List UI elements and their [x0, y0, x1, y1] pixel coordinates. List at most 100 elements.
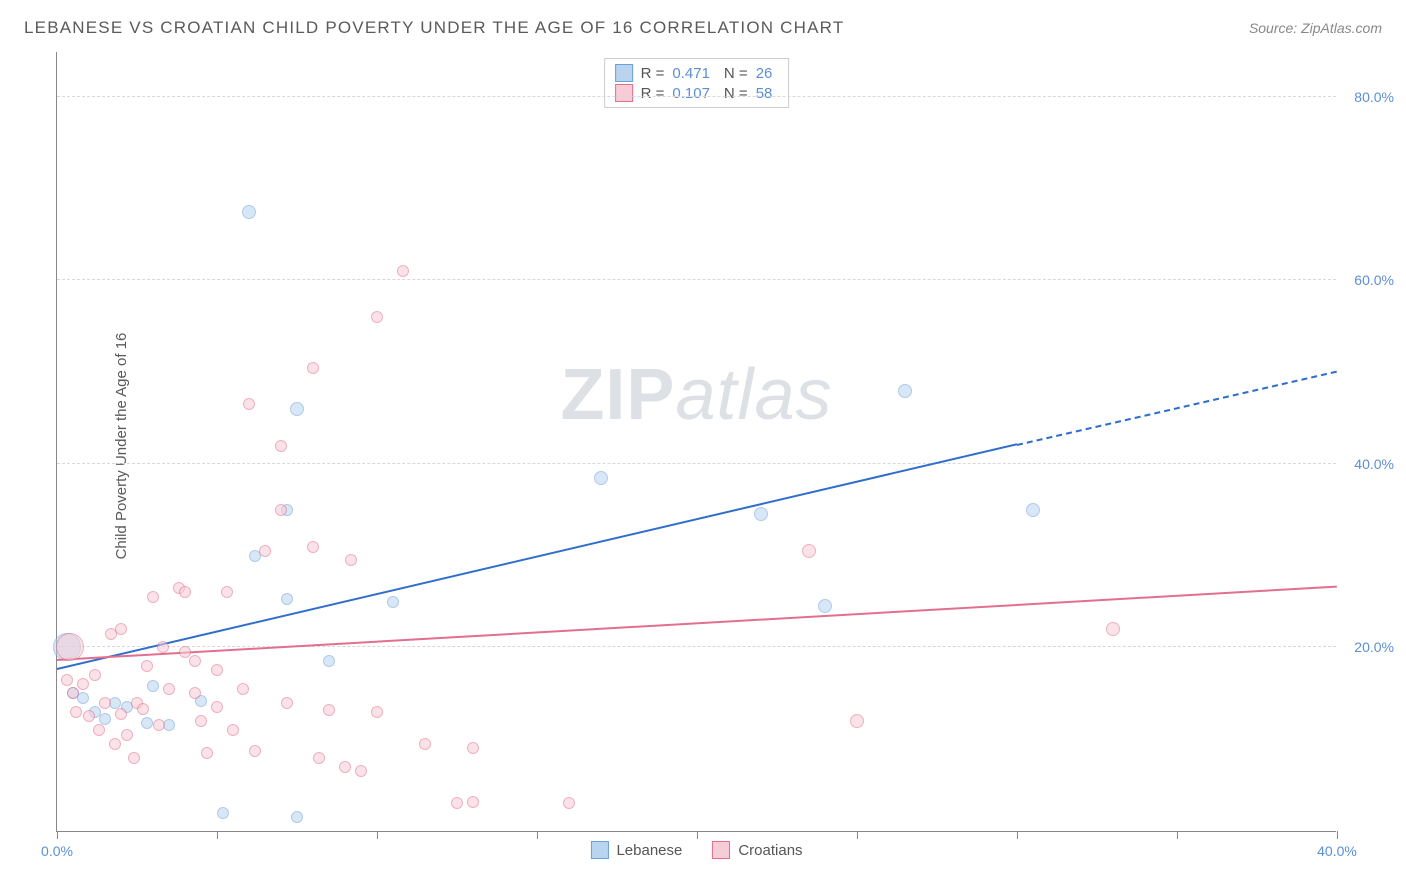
- stat-n-label: N =: [724, 65, 748, 82]
- data-point: [195, 715, 207, 727]
- data-point: [281, 593, 293, 605]
- data-point: [227, 724, 239, 736]
- y-tick-label: 60.0%: [1354, 272, 1394, 288]
- data-point: [323, 655, 335, 667]
- legend-item: Lebanese: [590, 841, 682, 859]
- y-tick-label: 40.0%: [1354, 456, 1394, 472]
- data-point: [1026, 503, 1040, 517]
- stat-n-value: 26: [756, 65, 773, 82]
- x-tick: [1177, 831, 1178, 839]
- data-point: [147, 591, 159, 603]
- stats-row: R =0.107N =58: [615, 83, 779, 103]
- source-label: Source: ZipAtlas.com: [1249, 20, 1382, 36]
- stat-n-value: 58: [756, 85, 773, 102]
- data-point: [141, 660, 153, 672]
- data-point: [157, 641, 169, 653]
- data-point: [563, 797, 575, 809]
- data-point: [211, 664, 223, 676]
- data-point: [61, 674, 73, 686]
- data-point: [83, 710, 95, 722]
- x-tick: [1017, 831, 1018, 839]
- legend-swatch: [590, 841, 608, 859]
- data-point: [153, 719, 165, 731]
- data-point: [115, 623, 127, 635]
- watermark-text: ZIPatlas: [560, 354, 832, 436]
- data-point: [281, 697, 293, 709]
- data-point: [221, 586, 233, 598]
- legend-swatch: [615, 64, 633, 82]
- correlation-stats-legend: R =0.471N =26R =0.107N =58: [604, 58, 790, 108]
- legend-swatch: [615, 84, 633, 102]
- data-point: [137, 703, 149, 715]
- data-point: [898, 384, 912, 398]
- data-point: [259, 545, 271, 557]
- data-point: [179, 586, 191, 598]
- y-tick-label: 20.0%: [1354, 639, 1394, 655]
- chart-title: LEBANESE VS CROATIAN CHILD POVERTY UNDER…: [24, 18, 844, 38]
- data-point: [115, 708, 127, 720]
- data-point: [56, 633, 84, 661]
- x-tick: [217, 831, 218, 839]
- x-tick: [857, 831, 858, 839]
- data-point: [818, 599, 832, 613]
- data-point: [397, 265, 409, 277]
- data-point: [147, 680, 159, 692]
- x-tick-label: 0.0%: [41, 843, 73, 859]
- data-point: [290, 402, 304, 416]
- data-point: [275, 440, 287, 452]
- x-tick: [697, 831, 698, 839]
- data-point: [99, 697, 111, 709]
- series-legend: Lebanese Croatians: [590, 841, 802, 859]
- x-tick: [377, 831, 378, 839]
- data-point: [163, 683, 175, 695]
- data-point: [77, 678, 89, 690]
- x-tick-label: 40.0%: [1317, 843, 1357, 859]
- x-tick: [537, 831, 538, 839]
- data-point: [243, 398, 255, 410]
- stat-r-label: R =: [641, 85, 665, 102]
- data-point: [594, 471, 608, 485]
- data-point: [802, 544, 816, 558]
- data-point: [217, 807, 229, 819]
- data-point: [70, 706, 82, 718]
- data-point: [850, 714, 864, 728]
- data-point: [121, 729, 133, 741]
- data-point: [249, 745, 261, 757]
- data-point: [189, 687, 201, 699]
- legend-label: Lebanese: [616, 842, 682, 859]
- stat-r-value: 0.471: [672, 65, 710, 82]
- legend-item: Croatians: [712, 841, 802, 859]
- data-point: [345, 554, 357, 566]
- legend-swatch: [712, 841, 730, 859]
- data-point: [291, 811, 303, 823]
- data-point: [371, 706, 383, 718]
- data-point: [323, 704, 335, 716]
- x-tick: [57, 831, 58, 839]
- data-point: [467, 796, 479, 808]
- data-point: [242, 205, 256, 219]
- data-point: [211, 701, 223, 713]
- stats-row: R =0.471N =26: [615, 63, 779, 83]
- data-point: [141, 717, 153, 729]
- data-point: [355, 765, 367, 777]
- data-point: [339, 761, 351, 773]
- x-tick: [1337, 831, 1338, 839]
- data-point: [275, 504, 287, 516]
- watermark-strong: ZIP: [560, 355, 675, 435]
- gridline: [57, 96, 1336, 97]
- scatter-plot: ZIPatlas R =0.471N =26R =0.107N =58 Leba…: [56, 52, 1336, 832]
- gridline: [57, 463, 1336, 464]
- gridline: [57, 279, 1336, 280]
- data-point: [307, 362, 319, 374]
- data-point: [451, 797, 463, 809]
- data-point: [89, 669, 101, 681]
- data-point: [237, 683, 249, 695]
- data-point: [387, 596, 399, 608]
- watermark-rest: atlas: [675, 355, 832, 435]
- stat-n-label: N =: [724, 85, 748, 102]
- data-point: [371, 311, 383, 323]
- data-point: [128, 752, 140, 764]
- data-point: [754, 507, 768, 521]
- legend-label: Croatians: [738, 842, 802, 859]
- trend-line: [1017, 370, 1337, 445]
